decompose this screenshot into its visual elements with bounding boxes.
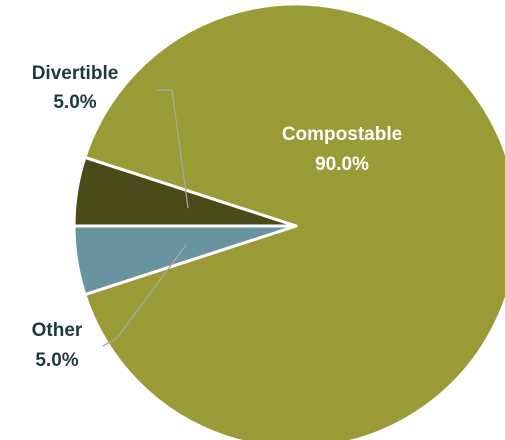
- pie-slices: [72, 2, 505, 440]
- data-label-other: Other 5.0%: [32, 320, 83, 371]
- slice-name-other: Other: [32, 320, 83, 341]
- slice-value-compostable: 90.0%: [315, 154, 369, 175]
- pie-slice-divertible: [72, 224, 298, 297]
- data-label-divertible: Divertible 5.0%: [32, 63, 119, 113]
- slice-value-divertible: 5.0%: [53, 92, 96, 113]
- leader-line-other: [102, 244, 187, 347]
- leader-lines: [102, 89, 189, 347]
- leader-line-divertible: [156, 89, 189, 209]
- slice-name-divertible: Divertible: [32, 63, 119, 84]
- slice-value-other: 5.0%: [35, 350, 78, 371]
- slice-name-compostable: Compostable: [282, 124, 402, 145]
- data-label-compostable: Compostable 90.0%: [282, 124, 402, 175]
- pie-slice-compostable: [83, 2, 505, 440]
